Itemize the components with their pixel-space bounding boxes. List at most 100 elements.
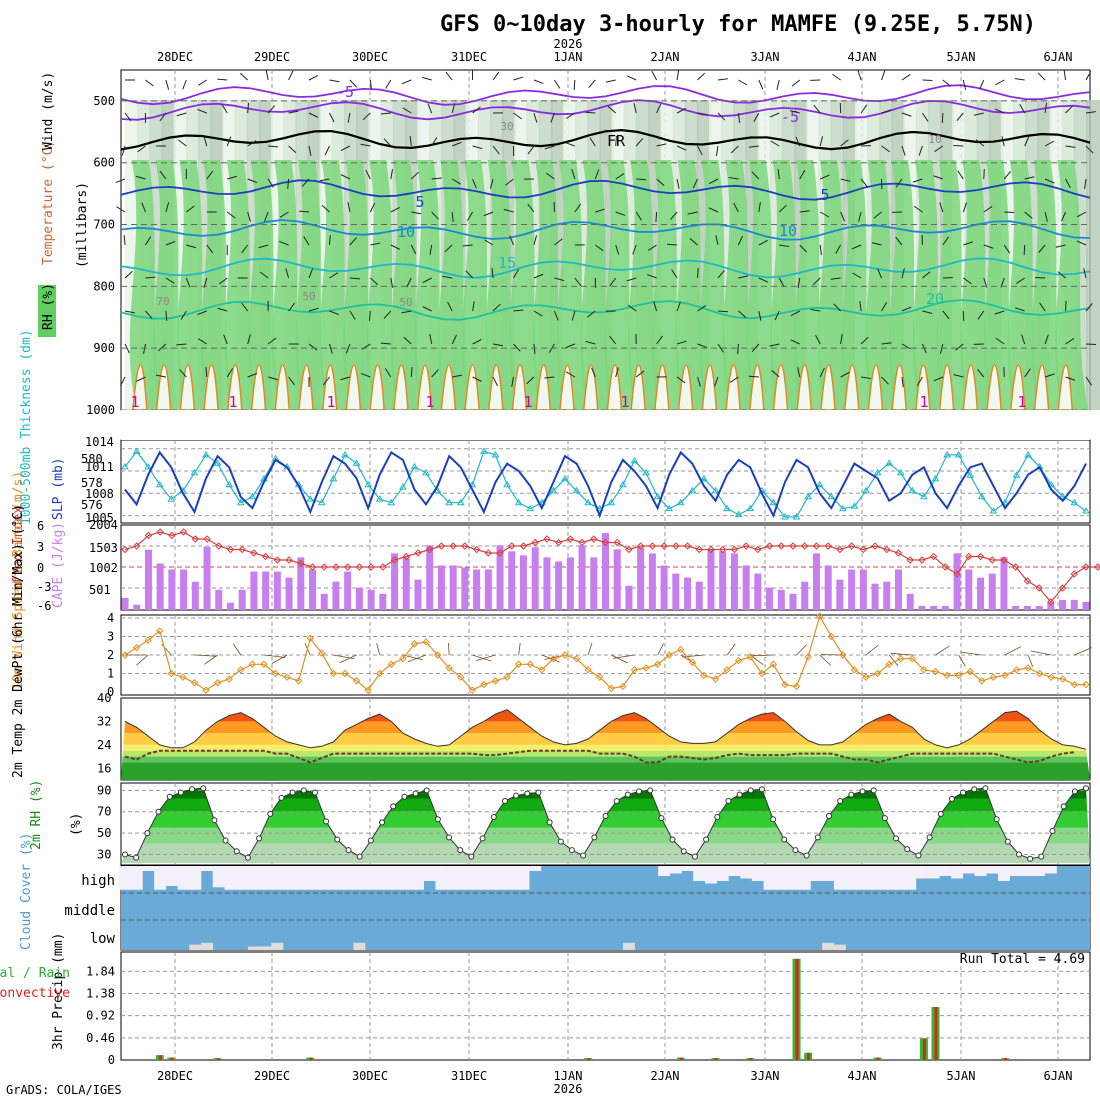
li-marker [1070, 570, 1078, 578]
wind-speed-marker [920, 666, 928, 674]
li-marker [367, 563, 375, 571]
wind-speed-marker [677, 645, 685, 654]
rh-marker [602, 812, 609, 819]
thickness-marker [630, 456, 639, 464]
wind-speed-marker [538, 666, 546, 674]
wind-speed-marker [526, 660, 534, 668]
wind-barb [860, 178, 868, 188]
wind-barb [913, 205, 923, 213]
li-marker [754, 545, 762, 554]
wind-speed-marker [619, 682, 627, 691]
rh-marker [636, 788, 643, 795]
rh-marker [446, 834, 453, 841]
precip-convective-bar [934, 1007, 938, 1060]
wind-speed-marker [514, 660, 523, 668]
wind-speed-marker [723, 666, 731, 674]
wind-barb [873, 211, 882, 219]
cape-bar [871, 583, 879, 610]
surface-wind-barb [958, 654, 966, 667]
wind-barb [467, 211, 474, 221]
wind-speed-marker [769, 660, 778, 668]
cape-bar [531, 547, 539, 610]
wind-barb [753, 112, 760, 122]
precip-convective-bar [679, 1057, 683, 1060]
thickness-marker [1047, 480, 1056, 488]
wind-speed-marker [283, 673, 291, 681]
li-marker [883, 545, 891, 554]
rh-marker [524, 790, 531, 797]
rh-marker [568, 847, 575, 854]
cape-bar [777, 589, 785, 610]
pressure-tick: 900 [93, 341, 115, 355]
wind-tick: 2 [107, 648, 114, 662]
wind-barb [1085, 111, 1096, 114]
wind-speed-marker [445, 664, 453, 672]
surface-wind-barb [1030, 650, 1052, 656]
cloud-high-clear [763, 866, 776, 890]
panel-frame [120, 951, 1091, 1061]
date-label-top: 6JAN [1044, 50, 1073, 64]
wind-barb [770, 140, 780, 147]
wind-barb [472, 106, 481, 114]
slp-tick: 1014 [85, 435, 114, 449]
surface-wind-barb [935, 645, 950, 656]
precip-convective-bar [922, 1038, 926, 1060]
wind-barb [483, 211, 494, 217]
contour-label: -5 [781, 108, 799, 126]
thickness-marker [317, 498, 326, 506]
wind-barb [141, 202, 146, 213]
wind-speed-marker [294, 677, 303, 685]
rh-marker [725, 798, 732, 805]
rh-marker [982, 785, 989, 792]
contour-label: 1 [620, 393, 629, 411]
wind-barb [605, 79, 616, 83]
rh-marker [367, 837, 374, 844]
wind-barb [939, 343, 944, 354]
thickness-line [124, 450, 1087, 518]
wind-barb [431, 137, 438, 147]
li-marker [238, 545, 246, 554]
cloud-high-clear [154, 866, 167, 890]
wind-barb [956, 112, 964, 121]
wind-barb [427, 103, 433, 114]
rh-marker [278, 794, 285, 801]
wind-barb [340, 145, 351, 151]
temp-contour-warm [226, 364, 243, 411]
thickness-marker [977, 492, 986, 500]
temp-contour-warm [1033, 364, 1050, 411]
wind-barb [451, 103, 456, 114]
wind-barb [697, 343, 708, 348]
wind-barb [410, 366, 413, 378]
li-marker [742, 542, 750, 550]
wind-barb [186, 205, 195, 213]
wind-barb [329, 272, 339, 279]
li-marker [918, 556, 926, 564]
wind-barb [159, 112, 167, 122]
wind-speed-marker [607, 684, 615, 693]
wind-barb [115, 178, 126, 184]
thickness-marker [676, 498, 685, 506]
wind-barb [218, 277, 228, 285]
cape-bar [297, 557, 305, 610]
wind-barb [1044, 140, 1055, 147]
wind-barb [472, 178, 477, 189]
wind-speed-marker [468, 686, 477, 694]
wind-barb [1065, 337, 1075, 345]
wind-barb [591, 367, 596, 378]
wind-barb [544, 145, 555, 150]
rh-marker [557, 838, 564, 845]
cape-tick: 1002 [89, 561, 118, 575]
wind-barb [533, 79, 544, 84]
temp-contour-warm [630, 364, 646, 411]
li-marker [590, 535, 598, 543]
wind-barb [778, 204, 787, 213]
rh-marker [513, 792, 520, 799]
wind-barb [737, 112, 741, 123]
wind-barb [585, 111, 596, 114]
wind-speed-marker [711, 675, 720, 683]
contour-label: 10 [928, 133, 941, 146]
wind-barb [241, 302, 249, 312]
wind-barb [503, 208, 514, 213]
date-label-bottom: 29DEC [254, 1069, 290, 1083]
wind-speed-marker [584, 666, 592, 674]
